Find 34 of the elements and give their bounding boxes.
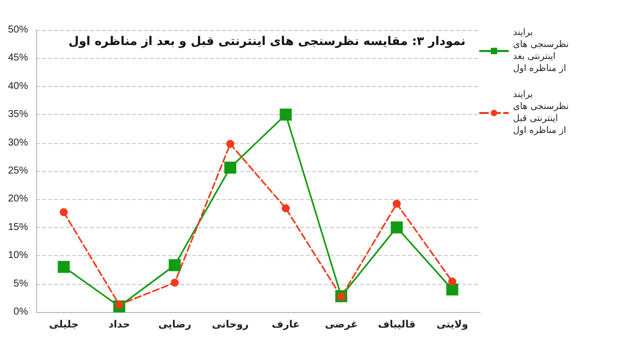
chart-title: نمودار ۳: مقایسه نظرسنجی های اینترنتی قبل و بعد از مناظره اول (68, 34, 466, 48)
y-tick-label: 10% (8, 250, 28, 262)
point (226, 140, 234, 148)
y-tick-label: 35% (8, 109, 28, 120)
x-tick-label: رضایی (158, 320, 192, 330)
x-tick-label: روحانی (212, 320, 249, 330)
y-tick-label: 20% (8, 194, 28, 205)
x-tick-label: غرضی (324, 320, 358, 330)
point (392, 200, 401, 208)
y-tick-label: 5% (14, 278, 28, 290)
x-tick-label: عارف (272, 320, 300, 330)
x-tick-label: قالیباف (378, 320, 416, 330)
y-tick-label: 50% (8, 24, 28, 36)
point (446, 283, 458, 296)
point (58, 260, 70, 273)
point (168, 259, 181, 272)
point (282, 204, 290, 212)
point (60, 208, 68, 216)
legend-label: برایند نظرسنجی های اینترنتی قبل از مناظره اول (513, 90, 572, 136)
point (170, 278, 179, 287)
x-tick-label: حداد (108, 320, 130, 330)
point (280, 108, 292, 121)
y-tick-label: 15% (8, 222, 28, 233)
legend-label: برایند نظرسنجی های اینترنتی بعد از مناظره اول (513, 28, 572, 74)
x-tick-label: جلیلی (48, 320, 79, 330)
y-tick-label: 30% (8, 137, 28, 148)
y-tick-label: 40% (8, 80, 28, 92)
y-tick-label: 25% (8, 166, 28, 176)
point (390, 221, 403, 234)
point (448, 278, 456, 286)
y-tick-label: 0% (14, 306, 28, 318)
x-tick-label: ولایتی (436, 320, 468, 330)
y-tick-label: 45% (8, 52, 28, 64)
point (224, 162, 236, 174)
